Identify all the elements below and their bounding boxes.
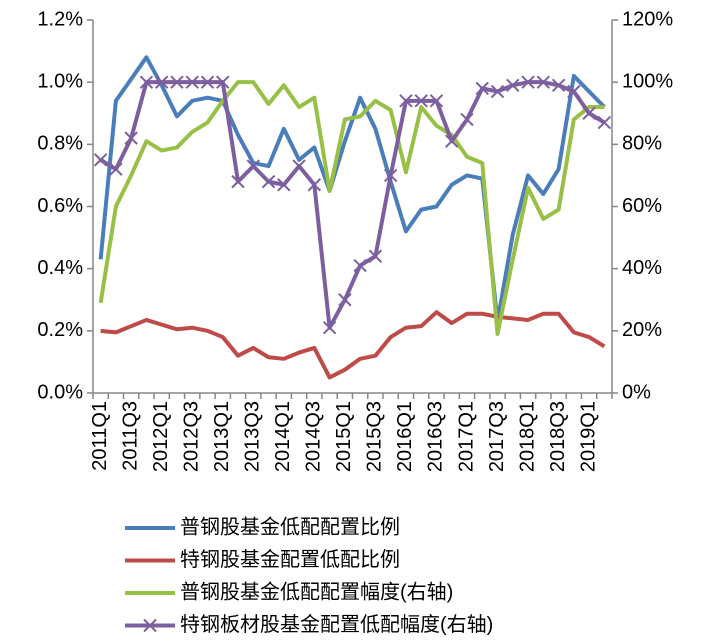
y2-tick-label: 20% (622, 319, 662, 341)
series-marker (231, 174, 245, 189)
y2-tick-label: 80% (622, 133, 662, 155)
x-tick-label: 2017Q3 (486, 401, 508, 472)
series-marker (170, 75, 184, 89)
series-marker (551, 78, 566, 92)
series-marker (353, 258, 367, 273)
x-tick-label: 2011Q1 (89, 401, 111, 471)
series-marker (124, 131, 138, 145)
y2-tick-label: 100% (622, 70, 673, 92)
x-tick-label: 2013Q1 (211, 401, 233, 472)
series-marker (322, 321, 337, 335)
series-marker (506, 78, 520, 92)
legend-label: 普钢股基金低配配置比例 (180, 515, 400, 538)
x-tick-label: 2014Q3 (303, 401, 325, 472)
x-tick-label: 2016Q3 (425, 401, 447, 472)
y-tick-label: 0.6% (37, 195, 83, 217)
x-tick-label: 2015Q1 (333, 401, 355, 472)
x-tick-label: 2013Q3 (242, 401, 264, 472)
legend-marker (143, 618, 157, 633)
y-tick-label: 0.4% (37, 257, 83, 279)
series-marker (368, 249, 383, 263)
x-tick-label: 2012Q1 (150, 401, 172, 472)
series-marker (414, 94, 428, 108)
y2-tick-label: 40% (622, 257, 662, 279)
series-marker (597, 115, 612, 130)
x-tick-label: 2011Q3 (119, 401, 141, 471)
series-marker (460, 112, 474, 127)
series-marker (445, 134, 459, 148)
x-tick-label: 2017Q1 (455, 401, 477, 472)
series-marker (399, 94, 413, 108)
y2-tick-label: 0% (622, 381, 651, 403)
series-marker (307, 178, 322, 192)
series-marker (261, 174, 276, 189)
series-marker (567, 84, 581, 99)
legend-label: 特钢板材股基金配置低配幅度(右轴) (180, 613, 493, 636)
series-marker (338, 293, 352, 307)
series-marker (109, 162, 123, 176)
series-line (98, 80, 605, 336)
y-tick-label: 1.2% (37, 8, 83, 30)
y-tick-label: 0.2% (37, 319, 83, 341)
series-marker (582, 106, 596, 120)
y2-tick-label: 60% (622, 195, 662, 217)
x-tick-label: 2018Q3 (547, 401, 569, 472)
x-tick-label: 2015Q3 (364, 401, 386, 472)
series-marker (536, 75, 551, 89)
y2-tick-label: 120% (622, 8, 673, 30)
x-tick-label: 2016Q1 (394, 401, 416, 472)
series-marker (185, 75, 199, 89)
x-tick-label: 2018Q1 (516, 401, 538, 472)
series-marker (292, 159, 306, 173)
y-tick-label: 0.8% (37, 133, 83, 155)
x-tick-label: 2019Q1 (577, 401, 599, 472)
series-line (100, 310, 606, 380)
x-tick-label: 2012Q3 (181, 401, 203, 472)
series-line (99, 80, 606, 330)
series-marker (216, 75, 230, 89)
series-marker (154, 75, 169, 89)
series-marker (93, 153, 108, 167)
legend-label: 普钢股基金低配配置幅度(右轴) (180, 580, 453, 603)
series-marker (277, 178, 291, 192)
series-marker (475, 81, 489, 96)
legend-label: 特钢股基金配置低配比例 (180, 548, 400, 571)
y-tick-label: 0.0% (37, 381, 83, 403)
series-marker (490, 84, 505, 99)
series-marker (521, 75, 535, 89)
series-marker (200, 75, 215, 89)
series-marker (383, 168, 398, 183)
series-marker (139, 75, 154, 89)
y-tick-label: 1.0% (37, 70, 83, 92)
series-marker (429, 94, 444, 108)
series-marker (246, 159, 260, 173)
x-tick-label: 2014Q1 (272, 401, 294, 472)
